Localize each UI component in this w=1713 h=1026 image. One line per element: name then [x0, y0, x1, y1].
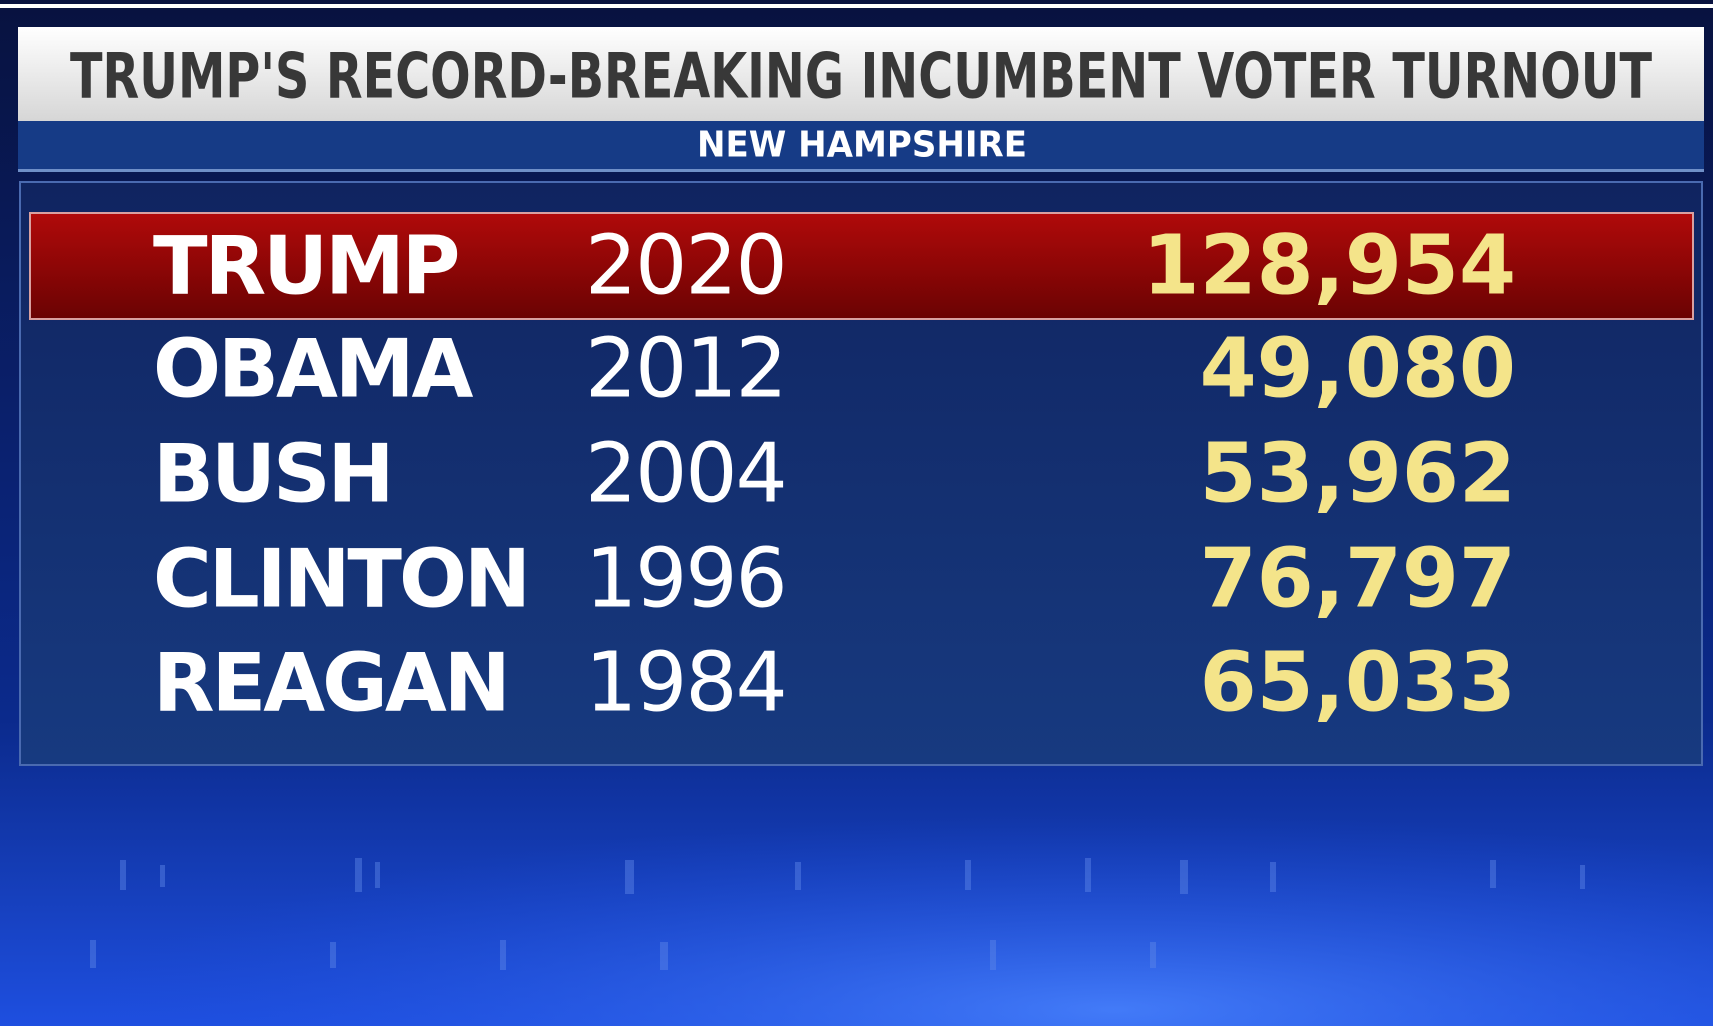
divider: [18, 169, 1704, 172]
streaks: [90, 858, 1585, 970]
candidate-name: CLINTON: [153, 533, 528, 626]
table: TRUMP 2020 128,954 OBAMA 2012 49,080 BUSH 2004 5…: [153, 219, 1516, 731]
vote-count: 128,954: [1143, 219, 1516, 314]
year: 2004: [585, 427, 786, 522]
vote-count: 49,080: [1200, 322, 1516, 417]
year: 1984: [585, 636, 786, 731]
candidate-name: REAGAN: [153, 637, 508, 730]
highlight-row: [29, 212, 1694, 320]
subtitle: NEW HAMPSHIRE: [697, 125, 1027, 166]
title: TRUMP'S RECORD-BREAKING INCUMBENT VOTER …: [70, 40, 1652, 113]
vote-count: 65,033: [1200, 636, 1516, 731]
vote-count: 76,797: [1200, 532, 1516, 627]
title-bar: [18, 27, 1704, 121]
candidate-name: TRUMP: [153, 220, 458, 313]
subtitle-bar: [18, 121, 1704, 169]
year: 2020: [585, 219, 786, 314]
year: 2012: [585, 322, 786, 417]
vote-count: 53,962: [1200, 427, 1516, 522]
candidate-name: OBAMA: [153, 323, 474, 416]
year: 1996: [585, 532, 786, 627]
candidate-name: BUSH: [153, 428, 392, 521]
top-border: [0, 4, 1713, 8]
